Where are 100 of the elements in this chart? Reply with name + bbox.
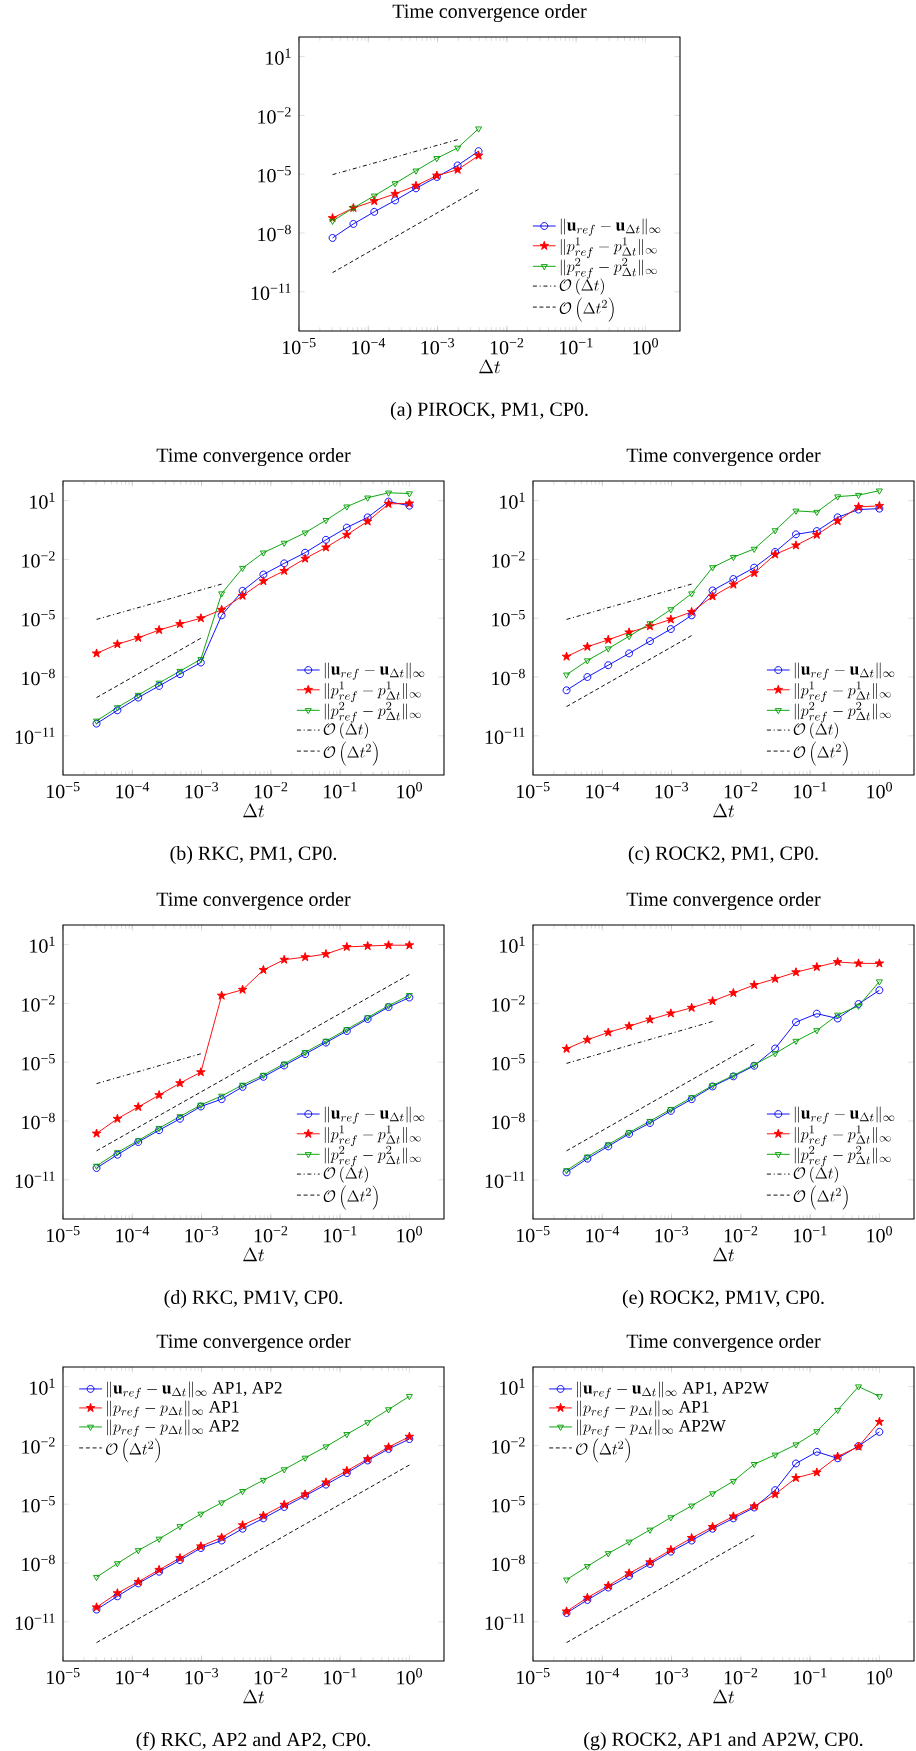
x-tick-label: 10$^{0}$ — [397, 781, 423, 799]
point — [453, 161, 462, 170]
point — [686, 1532, 697, 1543]
legend-label: $\mathcal{O}\left(\Delta t^2\right)$ — [323, 741, 378, 766]
point — [362, 941, 373, 951]
legend-label: $\mathcal{O}\left(\Delta t^2\right)$ — [575, 1438, 630, 1463]
point — [91, 648, 102, 658]
legend-label: $\|p_{ref}-p_{\Delta t}\|_\infty\mbox{ AP2W}$ — [577, 1419, 726, 1437]
y-tick-label: 10$^{1}$ — [30, 1378, 55, 1395]
point — [854, 505, 863, 514]
legend-label: $\mathcal{O}\left(\Delta t\right)$ — [793, 1166, 838, 1183]
point — [834, 494, 842, 501]
point — [280, 1467, 288, 1474]
x-tick-label: 10$^{−3}$ — [185, 781, 219, 799]
legend-label: $\|\mathbf{u}_{ref}-\mathbf{u}_{\Delta t}\|_\infty$ — [560, 218, 661, 236]
point — [561, 651, 572, 661]
chart-title: Time convergence order — [392, 3, 587, 23]
point — [771, 1452, 779, 1459]
y-tick-label: 10$^{−5}$ — [22, 1054, 55, 1071]
point — [646, 1527, 654, 1534]
legend-label: $\|p_{ref}-p_{\Delta t}\|_\infty\mbox{ AP1}$ — [107, 1400, 239, 1418]
point — [624, 1021, 634, 1031]
point — [666, 614, 676, 624]
text: (d) RKC, PM1V, CP0. — [164, 1289, 342, 1309]
x-axis-title: $\Delta t$ — [713, 1689, 735, 1704]
point — [834, 1012, 842, 1019]
point — [216, 1532, 227, 1542]
point — [625, 649, 634, 658]
y-tick-label: 10$^{1}$ — [266, 48, 291, 65]
point — [370, 207, 379, 216]
point — [329, 218, 337, 225]
point — [411, 180, 421, 190]
y-tick-label: 10$^{−8}$ — [22, 668, 55, 686]
point — [562, 686, 571, 695]
point — [218, 1093, 226, 1100]
point — [813, 1429, 821, 1436]
point — [279, 565, 289, 575]
point — [834, 1407, 842, 1415]
legend-label: $\mathcal{O}\left(\Delta t\right)$ — [323, 722, 368, 739]
point — [792, 1442, 800, 1449]
point — [771, 1044, 780, 1053]
x-tick-label: 10$^{−5}$ — [46, 1667, 80, 1685]
x-tick-label: 10$^{0}$ — [633, 337, 659, 355]
point — [708, 586, 717, 595]
point — [604, 661, 613, 670]
legend-label: $\|p^2_{ref}-p^2_{\Delta t}\|_\infty$ — [560, 257, 657, 279]
x-tick-label: 10$^{−2}$ — [724, 1667, 758, 1685]
legend-label: $\|p_{ref}-p_{\Delta t}\|_\infty\mbox{ AP1}$ — [577, 1400, 709, 1418]
point — [404, 1431, 415, 1441]
point — [686, 606, 697, 617]
x-tick-label: 10$^{−3}$ — [421, 337, 455, 355]
point — [280, 1503, 289, 1511]
point — [583, 1564, 591, 1571]
x-tick-label: 10$^{−4}$ — [116, 1225, 150, 1243]
point — [667, 1515, 675, 1522]
point — [349, 220, 358, 228]
point — [853, 501, 864, 511]
x-tick-label: 10$^{−5}$ — [516, 781, 550, 799]
x-tick-label: 10$^{−1}$ — [794, 1225, 827, 1243]
point — [875, 986, 884, 995]
point — [792, 530, 800, 539]
point — [583, 658, 591, 665]
y-tick-label: 10$^{−2}$ — [22, 995, 55, 1012]
point — [239, 1489, 247, 1496]
legend-label: $\|p^1_{ref}-p^1_{\Delta t}\|_\infty$ — [794, 1125, 891, 1147]
point — [176, 1524, 184, 1531]
point — [853, 958, 864, 968]
x-axis-title: $\Delta t$ — [713, 803, 735, 818]
point — [686, 1002, 697, 1012]
y-tick-label: 10$^{−11}$ — [485, 1613, 525, 1631]
point — [791, 1472, 801, 1483]
point — [405, 1394, 413, 1401]
legend-label: $\|\mathbf{u}_{ref}-\mathbf{u}_{\Delta t}\|_\infty$ — [794, 662, 895, 680]
x-tick-label: 10$^{−3}$ — [185, 1667, 219, 1685]
point — [729, 575, 738, 583]
point — [391, 196, 400, 205]
point — [385, 490, 392, 497]
point — [728, 579, 739, 589]
point — [473, 150, 484, 160]
point — [709, 565, 717, 572]
point — [405, 1435, 414, 1444]
chart-title: Time convergence order — [626, 891, 821, 911]
x-tick-label: 10$^{−3}$ — [655, 1225, 689, 1243]
point — [875, 1394, 883, 1401]
y-tick-label: 10$^{−5}$ — [492, 1054, 525, 1071]
y-tick-label: 10$^{−2}$ — [492, 995, 525, 1012]
x-tick-label: 10$^{−5}$ — [46, 781, 80, 799]
point — [322, 518, 330, 525]
point — [832, 516, 843, 526]
point — [812, 529, 822, 539]
legend-label: $\|\mathbf{u}_{ref}-\mathbf{u}_{\Delta t}\|_\infty$ — [794, 1106, 895, 1124]
text: (g) ROCK2, AP1 and AP2W, CP0. — [584, 1731, 863, 1751]
point — [342, 529, 352, 539]
point — [300, 553, 310, 563]
x-axis-title: $\Delta t$ — [713, 1247, 735, 1262]
point — [792, 1459, 800, 1468]
x-tick-label: 10$^{0}$ — [397, 1225, 423, 1243]
point — [875, 488, 883, 495]
point — [792, 508, 800, 515]
point — [301, 1455, 309, 1462]
